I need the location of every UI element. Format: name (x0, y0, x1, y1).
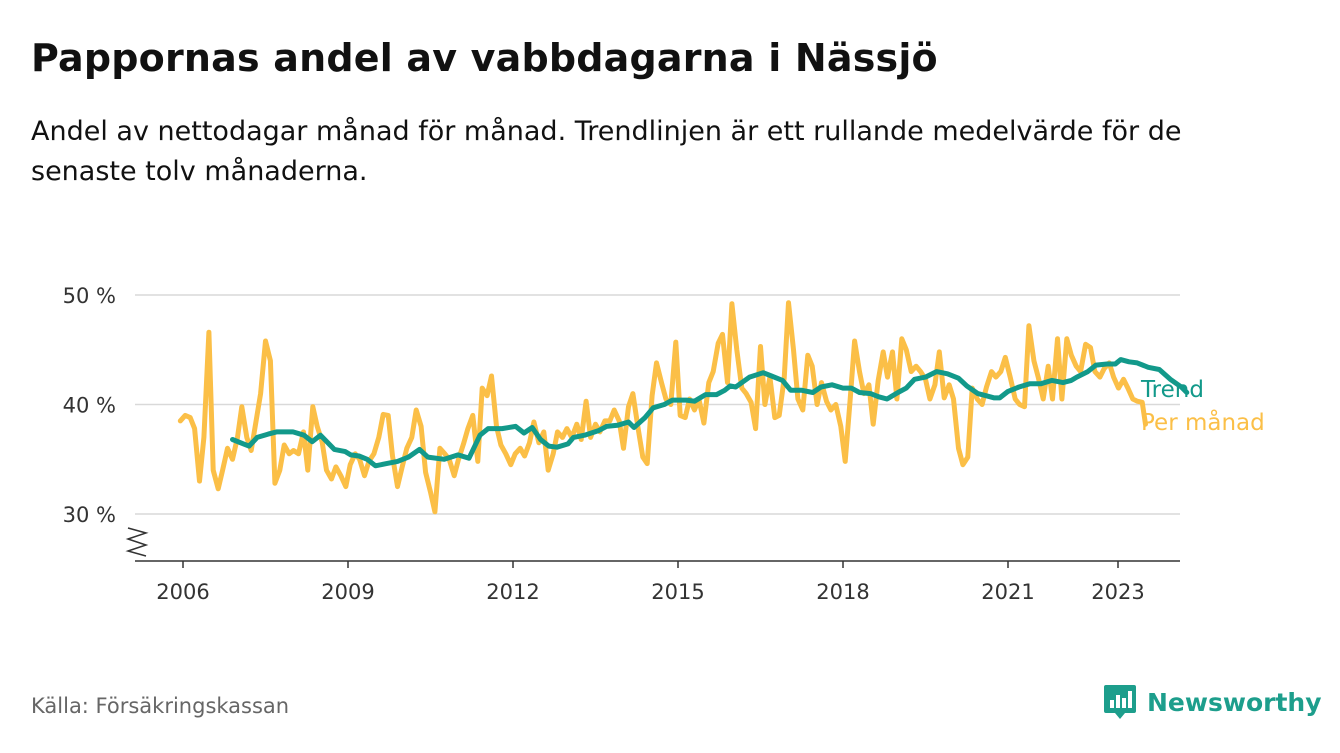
bar-chart-icon (1104, 685, 1136, 719)
source-note: Källa: Försäkringskassan (31, 694, 290, 718)
y-tick-label: 50 % (63, 284, 116, 308)
brand-name: Newsworthy (1147, 687, 1322, 717)
x-tick-label: 2006 (156, 580, 209, 604)
newsworthy-logo: Newsworthy (1103, 683, 1322, 721)
x-tick-label: 2021 (981, 580, 1034, 604)
x-axis-labels: 2006 2009 2012 2015 2018 2021 2023 (156, 561, 1145, 604)
y-tick-label: 30 % (63, 503, 116, 527)
x-tick-label: 2012 (486, 580, 539, 604)
trend-line (230, 357, 1190, 469)
series-labels: Trend Per månad (1140, 377, 1265, 436)
chart-title: Pappornas andel av vabbdagarna i Nässjö (31, 36, 938, 80)
x-tick-label: 2018 (816, 580, 869, 604)
axis-break-icon (125, 527, 149, 557)
y-axis-labels: 30 % 40 % 50 % (63, 284, 116, 527)
monthly-line (177, 300, 1148, 515)
series-label-trend: Trend (1140, 377, 1204, 403)
series-lines (177, 300, 1190, 515)
x-axis (125, 527, 1180, 562)
series-label-monthly: Per månad (1141, 408, 1265, 436)
y-tick-label: 40 % (63, 394, 116, 418)
chart-subtitle: Andel av nettodagar månad för månad. Tre… (31, 116, 1182, 187)
x-tick-label: 2009 (321, 580, 374, 604)
x-tick-label: 2015 (651, 580, 704, 604)
x-tick-label: 2023 (1091, 580, 1144, 604)
